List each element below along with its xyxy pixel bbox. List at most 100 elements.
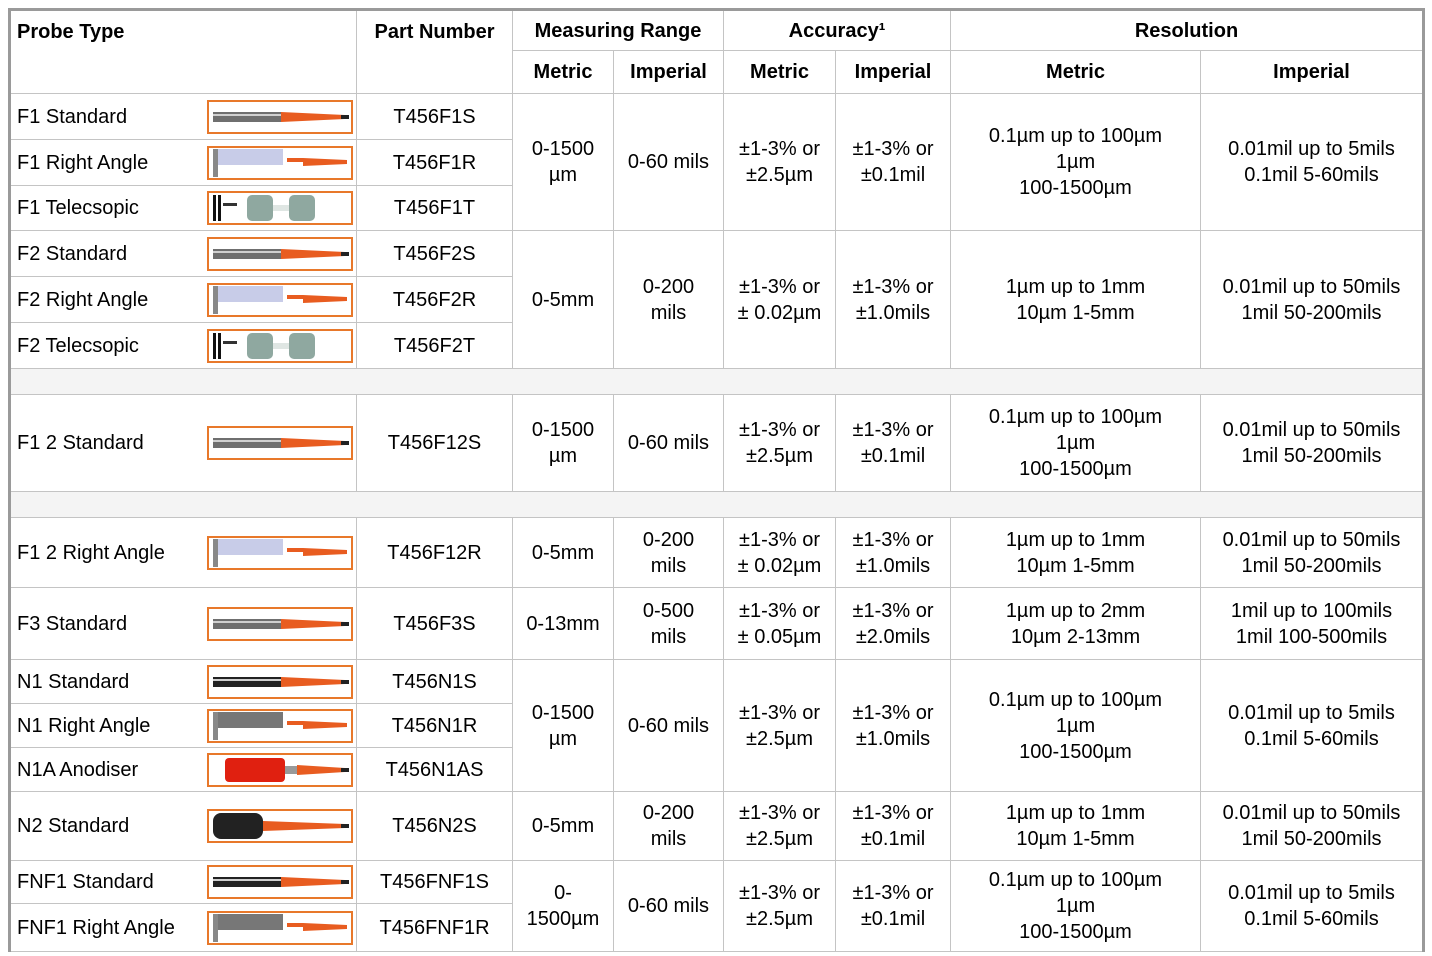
probe-name: F1 Right Angle bbox=[17, 151, 149, 174]
header-metric: Metric bbox=[950, 50, 1201, 94]
accuracy-imperial: ±1-3% or ±2.0mils bbox=[835, 587, 951, 660]
probe-image bbox=[207, 910, 353, 945]
header-accuracy: Accuracy¹ bbox=[723, 9, 951, 51]
part-number: T456N2S bbox=[356, 791, 513, 861]
accuracy-metric: ±1-3% or ± 0.02µm bbox=[723, 517, 836, 588]
probe-name: F2 Standard bbox=[17, 242, 128, 265]
probe-name: F2 Right Angle bbox=[17, 288, 149, 311]
accuracy-imperial: ±1-3% or ±0.1mil bbox=[835, 860, 951, 952]
probe-row: F3 Standard T456F3S 0-13mm 0-500 mils ±1-3% … bbox=[9, 587, 1424, 660]
accuracy-metric: ±1-3% or ±2.5µm bbox=[723, 659, 836, 792]
accuracy-imperial: ±1-3% or ±0.1mil bbox=[835, 394, 951, 492]
probe-image bbox=[207, 99, 353, 134]
probe-row: FNF1 Standard T456FNF1S 0- 1500µm 0-60 mils… bbox=[9, 860, 1424, 952]
accuracy-imperial: ±1-3% or ±0.1mil bbox=[835, 791, 951, 861]
part-number: T456N1R bbox=[356, 703, 513, 748]
probe-image bbox=[207, 191, 353, 225]
probe-name: N1 Right Angle bbox=[17, 714, 151, 737]
measuring-range-metric: 0-5mm bbox=[512, 230, 614, 369]
probe-cell: FNF1 Standard bbox=[9, 860, 357, 904]
part-number: T456F3S bbox=[356, 587, 513, 660]
probe-row: F2 Right Angle T456F2R bbox=[9, 276, 1424, 323]
measuring-range-metric: 0-1500 µm bbox=[512, 93, 614, 231]
spacer-cell bbox=[9, 491, 1424, 518]
header-probe-type: Probe Type bbox=[9, 9, 357, 94]
probe-row: F1 Standard T456F1S 0-1500 µm 0-60 mils ±1-3… bbox=[9, 93, 1424, 231]
probe-inner: N1 Right Angle bbox=[17, 708, 356, 743]
probe-name: FNF1 Standard bbox=[17, 871, 154, 893]
probe-inner: F2 Right Angle bbox=[17, 282, 356, 317]
probe-row: FNF1 Right Angle T456FNF1R bbox=[9, 903, 1424, 952]
part-number: T456FNF1S bbox=[356, 860, 513, 904]
probe-inner: N1A Anodiser bbox=[17, 752, 356, 787]
probe-name: F1 2 Right Angle bbox=[17, 541, 165, 564]
probe-inner: FNF1 Standard bbox=[17, 865, 356, 899]
probe-inner: FNF1 Right Angle bbox=[17, 910, 356, 945]
probe-inner: F1 2 Right Angle bbox=[17, 535, 356, 570]
measuring-range-imperial: 0-500 mils bbox=[613, 587, 724, 660]
accuracy-imperial: ±1-3% or ±0.1mil bbox=[835, 93, 951, 231]
probe-name: N1 Standard bbox=[17, 670, 130, 693]
probe-row: N1A Anodiser T456N1AS bbox=[9, 747, 1424, 792]
measuring-range-metric: 0-13mm bbox=[512, 587, 614, 660]
probe-image bbox=[207, 426, 353, 460]
probe-name: N1A Anodiser bbox=[17, 758, 139, 781]
accuracy-imperial: ±1-3% or ±1.0mils bbox=[835, 230, 951, 369]
probe-cell: N1A Anodiser bbox=[9, 747, 357, 792]
part-number: T456F12S bbox=[356, 394, 513, 492]
probe-image bbox=[207, 865, 353, 899]
probe-cell: F1 2 Standard bbox=[9, 394, 357, 492]
part-number: T456F2R bbox=[356, 276, 513, 323]
probe-cell: F3 Standard bbox=[9, 587, 357, 660]
probe-cell: F2 Standard bbox=[9, 230, 357, 277]
probe-image bbox=[207, 282, 353, 317]
accuracy-imperial: ±1-3% or ±1.0mils bbox=[835, 659, 951, 792]
resolution-metric: 0.1µm up to 100µm 1µm 100-1500µm bbox=[950, 93, 1201, 231]
table-body: F1 Standard T456F1S 0-1500 µm 0-60 mils ±1-3… bbox=[9, 93, 1424, 952]
part-number: T456F2S bbox=[356, 230, 513, 277]
resolution-metric: 0.1µm up to 100µm 1µm 100-1500µm bbox=[950, 659, 1201, 792]
spacer-cell bbox=[9, 368, 1424, 395]
part-number: T456F2T bbox=[356, 322, 513, 369]
part-number: T456N1S bbox=[356, 659, 513, 704]
measuring-range-metric: 0- 1500µm bbox=[512, 860, 614, 952]
probe-cell: N1 Standard bbox=[9, 659, 357, 704]
probe-name: F2 Telecsopic bbox=[17, 334, 139, 357]
probe-cell: F2 Right Angle bbox=[9, 276, 357, 323]
probe-row: N1 Standard T456N1S 0-1500 µm 0-60 mils ±1-3… bbox=[9, 659, 1424, 792]
resolution-imperial: 0.01mil up to 50mils 1mil 50-200mils bbox=[1200, 230, 1424, 369]
measuring-range-metric: 0-5mm bbox=[512, 517, 614, 588]
resolution-imperial: 0.01mil up to 5mils 0.1mil 5-60mils bbox=[1200, 860, 1424, 952]
probe-inner: F2 Telecsopic bbox=[17, 328, 356, 363]
probe-inner: F1 Standard bbox=[17, 99, 356, 134]
resolution-metric: 1µm up to 2mm 10µm 2-13mm bbox=[950, 587, 1201, 660]
accuracy-metric: ±1-3% or ±2.5µm bbox=[723, 93, 836, 231]
table-container: Probe Type Part Number Measuring Range A… bbox=[8, 8, 1425, 952]
part-number: T456FNF1R bbox=[356, 903, 513, 952]
measuring-range-imperial: 0-200 mils bbox=[613, 791, 724, 861]
measuring-range-imperial: 0-200 mils bbox=[613, 230, 724, 369]
resolution-imperial: 1mil up to 100mils 1mil 100-500mils bbox=[1200, 587, 1424, 660]
accuracy-imperial: ±1-3% or ±1.0mils bbox=[835, 517, 951, 588]
probe-row: F1 2 Right Angle T456F12R 0-5mm 0-200 mils ±… bbox=[9, 517, 1424, 588]
probe-row: F1 2 Standard T456F12S 0-1500 µm 0-60 mils ±… bbox=[9, 394, 1424, 492]
probe-inner: F1 Telecsopic bbox=[17, 191, 356, 225]
probe-inner: N2 Standard bbox=[17, 809, 356, 843]
probe-name: F1 Telecsopic bbox=[17, 197, 139, 219]
resolution-metric: 0.1µm up to 100µm 1µm 100-1500µm bbox=[950, 394, 1201, 492]
probe-row: F1 Telecsopic T456F1T bbox=[9, 185, 1424, 231]
probe-image bbox=[207, 328, 353, 363]
spacer-row bbox=[9, 491, 1424, 518]
probe-inner: F3 Standard bbox=[17, 606, 356, 641]
resolution-imperial: 0.01mil up to 5mils 0.1mil 5-60mils bbox=[1200, 93, 1424, 231]
resolution-metric: 1µm up to 1mm 10µm 1-5mm bbox=[950, 517, 1201, 588]
probe-cell: N1 Right Angle bbox=[9, 703, 357, 748]
spacer-row bbox=[9, 368, 1424, 395]
part-number: T456F1R bbox=[356, 139, 513, 186]
probe-cell: F2 Telecsopic bbox=[9, 322, 357, 369]
accuracy-metric: ±1-3% or ±2.5µm bbox=[723, 791, 836, 861]
measuring-range-imperial: 0-60 mils bbox=[613, 659, 724, 792]
resolution-metric: 0.1µm up to 100µm 1µm 100-1500µm bbox=[950, 860, 1201, 952]
measuring-range-imperial: 0-60 mils bbox=[613, 93, 724, 231]
